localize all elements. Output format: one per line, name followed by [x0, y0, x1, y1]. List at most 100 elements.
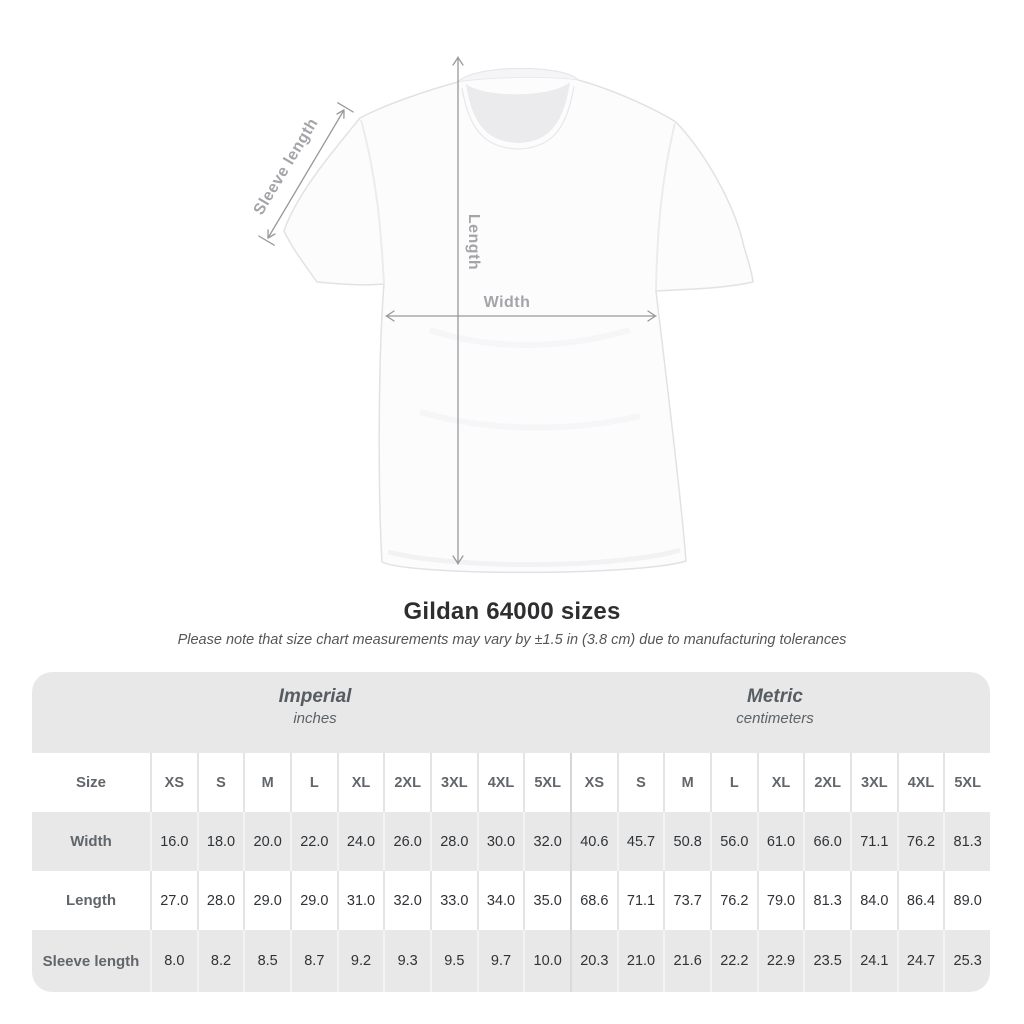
- size-table-rows: Size XS S M L XL 2XL 3XL 4XL 5XL XS S M L XL 2XL 3XL 4XL 5…: [32, 753, 990, 992]
- table-row: Width 16.0 18.0 20.0 22.0 24.0 26.0 28.0 30.0 32.…: [32, 812, 990, 871]
- metric-unit: centimeters: [736, 710, 814, 727]
- value-cell: 8.7: [290, 930, 337, 992]
- size-header-cell: 5XL: [943, 753, 990, 812]
- units-header-band: Imperial inches Metric centimeters: [32, 672, 990, 753]
- value-cell: 24.7: [896, 930, 944, 992]
- value-cell: 35.0: [523, 871, 570, 930]
- value-cell: 45.7: [616, 812, 664, 871]
- value-cell: 9.5: [430, 930, 477, 992]
- value-cell: 28.0: [196, 871, 244, 930]
- value-cell: 81.3: [943, 812, 990, 871]
- value-cell: 8.0: [150, 930, 197, 992]
- value-cell: 28.0: [430, 812, 477, 871]
- value-cell: 24.0: [336, 812, 384, 871]
- imperial-title: Imperial: [278, 686, 352, 707]
- length-label: Length: [465, 214, 482, 270]
- value-cell: 33.0: [430, 871, 477, 930]
- value-cell: 73.7: [663, 871, 710, 930]
- value-cell: 31.0: [336, 871, 384, 930]
- size-header-cell: S: [616, 753, 664, 812]
- size-header-cell: 3XL: [430, 753, 477, 812]
- value-cell: 27.0: [150, 871, 197, 930]
- row-label: Sleeve length: [42, 952, 140, 970]
- table-row: Length 27.0 28.0 29.0 29.0 31.0 32.0 33.0 34.0 35…: [32, 871, 990, 930]
- tshirt-image: [283, 67, 754, 574]
- torso-wrinkle: [429, 327, 631, 348]
- value-cell: 30.0: [476, 812, 524, 871]
- value-cell: 34.0: [476, 871, 524, 930]
- sleeve-seam-right: [655, 122, 676, 292]
- value-cell: 8.2: [196, 930, 244, 992]
- size-table: Imperial inches Metric centimeters Size X…: [32, 672, 990, 992]
- row-label: Size: [75, 774, 106, 791]
- size-header-cell: M: [663, 753, 710, 812]
- value-cell: 18.0: [196, 812, 244, 871]
- hem-shadow: [387, 547, 681, 567]
- value-cell: 61.0: [756, 812, 804, 871]
- value-cell: 40.6: [570, 812, 617, 871]
- value-cell: 56.0: [710, 812, 757, 871]
- size-header-cell: 4XL: [896, 753, 944, 812]
- value-cell: 32.0: [523, 812, 570, 871]
- value-cell: 21.6: [663, 930, 710, 992]
- value-cell: 10.0: [523, 930, 570, 992]
- value-cell: 29.0: [290, 871, 337, 930]
- sleeve-seam-left: [360, 119, 385, 285]
- tolerance-note: Please note that size chart measurements…: [177, 632, 847, 648]
- collar: [456, 68, 580, 150]
- torso-wrinkle: [419, 409, 641, 431]
- imperial-section-header: Imperial inches: [279, 685, 352, 729]
- value-cell: 21.0: [616, 930, 664, 992]
- value-cell: 22.0: [290, 812, 337, 871]
- value-cell: 24.1: [850, 930, 897, 992]
- value-cell: 86.4: [896, 871, 944, 930]
- value-cell: 84.0: [850, 871, 897, 930]
- value-cell: 25.3: [943, 930, 990, 992]
- value-cell: 20.3: [570, 930, 617, 992]
- value-cell: 68.6: [570, 871, 617, 930]
- value-cell: 9.2: [336, 930, 384, 992]
- value-cell: 8.5: [243, 930, 290, 992]
- value-cell: 79.0: [756, 871, 804, 930]
- value-cell: 20.0: [243, 812, 290, 871]
- width-label: Width: [484, 294, 531, 311]
- measurement-arrows: [258, 56, 657, 565]
- size-header-cell: XS: [150, 753, 197, 812]
- table-row: Sleeve length 8.0 8.2 8.5 8.7 9.2 9.3 9.5 9.7 10.…: [32, 930, 990, 992]
- value-cell: 71.1: [616, 871, 664, 930]
- row-label: Width: [70, 833, 112, 850]
- value-cell: 76.2: [896, 812, 944, 871]
- size-header-row: Size XS S M L XL 2XL 3XL 4XL 5XL XS S M L XL 2XL 3XL 4XL 5…: [32, 753, 990, 812]
- tshirt-outline: [283, 67, 754, 574]
- size-header-cell: 3XL: [850, 753, 897, 812]
- value-cell: 26.0: [383, 812, 430, 871]
- size-header-cell: 2XL: [803, 753, 850, 812]
- value-cell: 76.2: [710, 871, 757, 930]
- sleeve-length-arrow: [258, 102, 354, 246]
- page-title: Gildan 64000 sizes: [403, 598, 621, 625]
- size-header-cell: S: [196, 753, 244, 812]
- value-cell: 81.3: [803, 871, 850, 930]
- length-arrow: [452, 56, 464, 565]
- value-cell: 9.7: [476, 930, 524, 992]
- value-cell: 32.0: [383, 871, 430, 930]
- value-cell: 71.1: [850, 812, 897, 871]
- value-cell: 22.2: [710, 930, 757, 992]
- size-header-cell: 2XL: [383, 753, 430, 812]
- value-cell: 16.0: [150, 812, 197, 871]
- size-header-cell: L: [290, 753, 337, 812]
- value-cell: 22.9: [756, 930, 804, 992]
- value-cell: 9.3: [383, 930, 430, 992]
- value-cell: 50.8: [663, 812, 710, 871]
- size-header-cell: XL: [336, 753, 384, 812]
- value-cell: 89.0: [943, 871, 990, 930]
- value-cell: 23.5: [803, 930, 850, 992]
- size-header-cell: 4XL: [476, 753, 524, 812]
- tshirt-measurement-diagram: Sleeve length Length Width: [251, 56, 754, 574]
- size-header-cell: XS: [570, 753, 617, 812]
- metric-section-header: Metric centimeters: [736, 685, 814, 729]
- value-cell: 29.0: [243, 871, 290, 930]
- size-header-cell: L: [710, 753, 757, 812]
- value-cell: 66.0: [803, 812, 850, 871]
